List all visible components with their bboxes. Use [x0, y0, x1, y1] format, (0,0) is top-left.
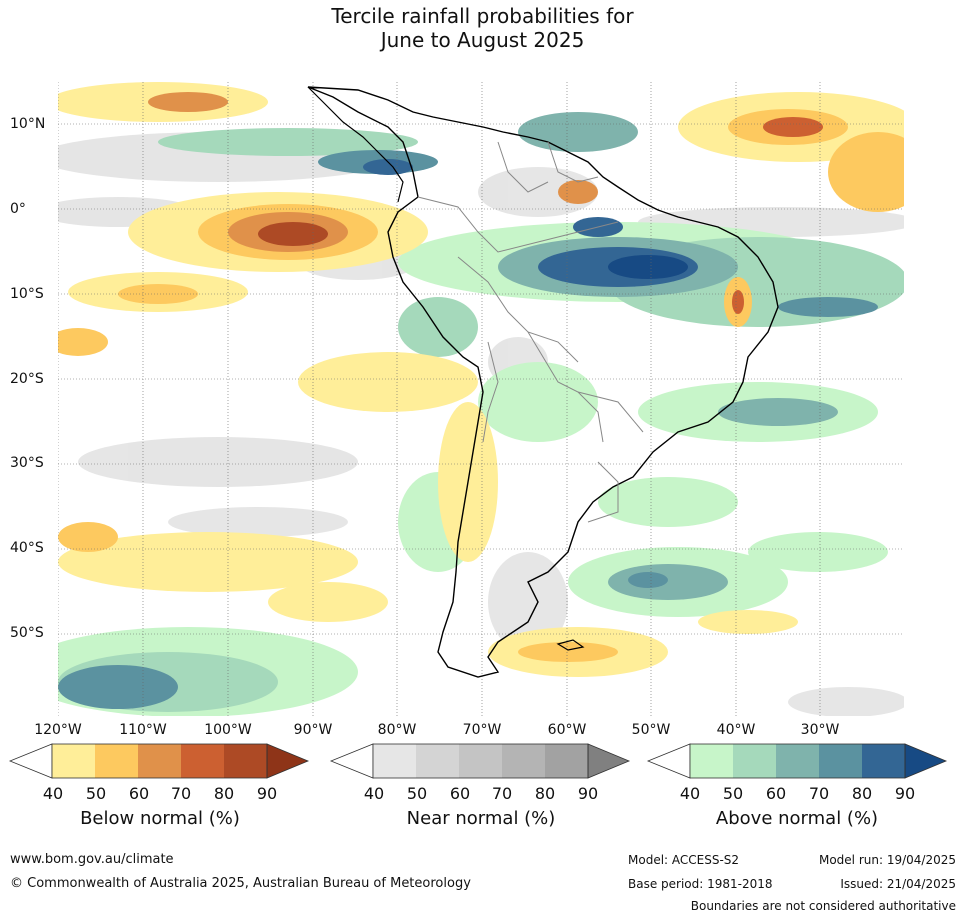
- probability-map: [58, 82, 904, 716]
- model-name: Model: ACCESS-S2: [628, 853, 740, 867]
- colorbar-above-normal: [646, 743, 948, 779]
- legend-above-normal: [646, 742, 948, 780]
- colorbar-swatch: [138, 744, 181, 778]
- colorbar-near-normal: [329, 743, 631, 779]
- lat-label-30s: 30°S: [10, 455, 44, 471]
- legend-tick: 80: [213, 784, 235, 803]
- colorbar-min-arrow: [646, 743, 691, 779]
- colorbar-swatch: [776, 744, 819, 778]
- colorbar-swatch: [416, 744, 459, 778]
- legend-tick: 70: [808, 784, 830, 803]
- above-normal-patches: [58, 112, 904, 716]
- lat-label-10s: 10°S: [10, 286, 44, 302]
- legend-tick: 60: [449, 784, 471, 803]
- issued-date: Issued: 21/04/2025: [840, 877, 956, 891]
- map-canvas: [58, 82, 904, 716]
- below-normal-patches: [58, 82, 904, 677]
- colorbar-swatch: [459, 744, 502, 778]
- lon-label-70w: 70°W: [462, 722, 502, 738]
- legend-tick: 40: [679, 784, 701, 803]
- lat-label-20s: 20°S: [10, 371, 44, 387]
- legend-title-above-normal: Above normal (%): [715, 808, 879, 829]
- model-run-date: Model run: 19/04/2025: [818, 853, 956, 867]
- falkland-islands: [556, 639, 585, 651]
- lon-label-110w: 110°W: [119, 722, 167, 738]
- lat-label-50s: 50°S: [10, 625, 44, 641]
- lon-label-100w: 100°W: [204, 722, 252, 738]
- central-america-coastline: [307, 86, 404, 203]
- legend-below-normal: [8, 742, 310, 780]
- legend-tick: 50: [722, 784, 744, 803]
- colorbar-swatch: [181, 744, 224, 778]
- colorbar-swatch: [95, 744, 138, 778]
- lon-label-90w: 90°W: [293, 722, 333, 738]
- colorbar-swatch: [733, 744, 776, 778]
- boundaries-disclaimer: Boundaries are not considered authoritat…: [690, 899, 956, 913]
- lon-label-40w: 40°W: [716, 722, 756, 738]
- climate-website-link[interactable]: www.bom.gov.au/climate: [10, 852, 174, 867]
- legend-tick: 60: [128, 784, 150, 803]
- base-period: Base period: 1981-2018: [628, 877, 773, 891]
- legend-tick: 80: [851, 784, 873, 803]
- title-line-2: June to August 2025: [380, 28, 585, 52]
- lon-label-30w: 30°W: [800, 722, 840, 738]
- colorbar-below-normal: [8, 743, 310, 779]
- legend-tick: 90: [894, 784, 916, 803]
- colorbar-swatch: [502, 744, 545, 778]
- colorbar-min-arrow: [329, 743, 374, 779]
- legend-tick: 90: [256, 784, 278, 803]
- graticule: [58, 82, 904, 716]
- country-borders: [417, 141, 644, 523]
- colorbar-swatch: [52, 744, 95, 778]
- legend-tick: 60: [765, 784, 787, 803]
- legend-near-normal: [329, 742, 631, 780]
- colorbar-max-arrow: [905, 744, 946, 778]
- colorbar-swatch: [690, 744, 733, 778]
- lat-label-0: 0°: [10, 201, 26, 217]
- lat-label-10n: 10°N: [10, 116, 46, 132]
- map-title: Tercile rainfall probabilities for June …: [0, 4, 965, 52]
- legend-tick: 40: [42, 784, 64, 803]
- lat-label-40s: 40°S: [10, 540, 44, 556]
- title-line-1: Tercile rainfall probabilities for: [331, 4, 634, 28]
- south-america-coastline: [307, 86, 779, 678]
- legend-tick: 90: [577, 784, 599, 803]
- lon-label-50w: 50°W: [631, 722, 671, 738]
- colorbar-min-arrow: [8, 743, 53, 779]
- legend-tick: 70: [170, 784, 192, 803]
- colorbar-max-arrow: [588, 744, 629, 778]
- legend-title-near-normal: Near normal (%): [406, 808, 556, 829]
- legend-tick: 80: [534, 784, 556, 803]
- copyright-text: © Commonwealth of Australia 2025, Austra…: [10, 876, 471, 891]
- colorbar-swatch: [545, 744, 588, 778]
- legend-tick: 70: [491, 784, 513, 803]
- legend-tick: 40: [363, 784, 385, 803]
- lon-label-120w: 120°W: [34, 722, 82, 738]
- legend-tick: 50: [406, 784, 428, 803]
- colorbar-swatch: [224, 744, 267, 778]
- lon-label-80w: 80°W: [377, 722, 417, 738]
- colorbar-swatch: [373, 744, 416, 778]
- legend-title-below-normal: Below normal (%): [80, 808, 240, 829]
- lon-label-60w: 60°W: [547, 722, 587, 738]
- colorbar-swatch: [862, 744, 905, 778]
- legend-tick: 50: [85, 784, 107, 803]
- colorbar-max-arrow: [267, 744, 308, 778]
- colorbar-swatch: [819, 744, 862, 778]
